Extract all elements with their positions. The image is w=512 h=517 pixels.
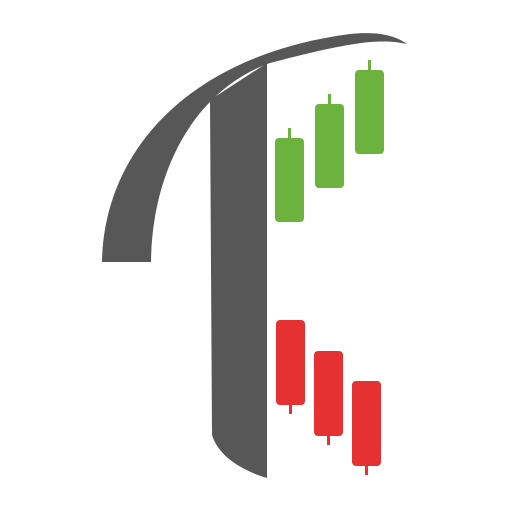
red-candle-2-body [314, 351, 343, 436]
letter-t-icon [102, 33, 407, 478]
red-candle-3 [352, 381, 381, 475]
green-candle-2 [315, 94, 344, 188]
bullish-candles-icon [275, 60, 384, 222]
green-candle-1 [275, 128, 304, 222]
red-candle-2 [314, 351, 343, 445]
red-candle-3-body [352, 381, 381, 466]
red-candle-1-body [276, 320, 305, 405]
letter-t-stem [210, 63, 267, 478]
green-candle-1-body [275, 138, 304, 222]
bearish-candles-icon [276, 320, 381, 475]
red-candle-1 [276, 320, 305, 414]
green-candle-3-body [355, 70, 384, 154]
green-candle-3 [355, 60, 384, 154]
letter-t-arc [102, 33, 407, 263]
green-candle-2-body [315, 104, 344, 188]
